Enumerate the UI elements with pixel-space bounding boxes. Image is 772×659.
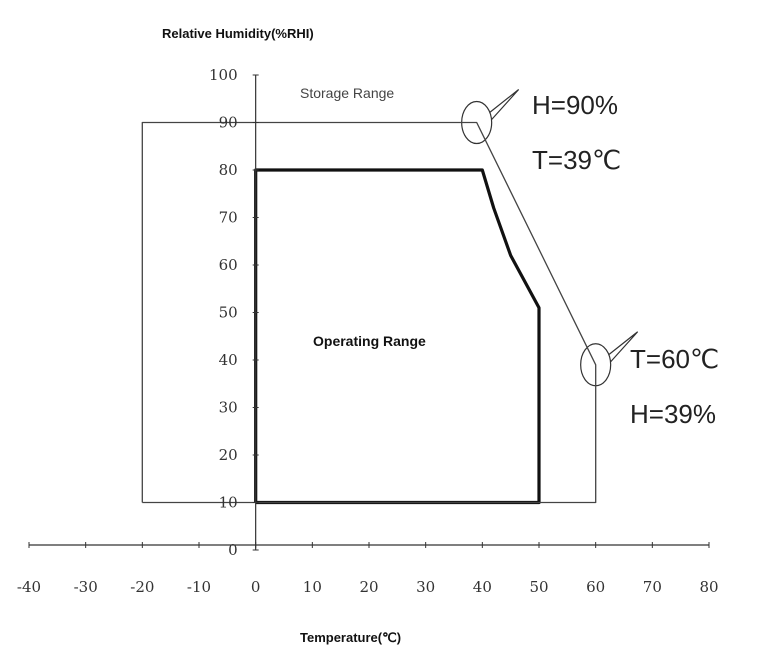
callout-2-line-2: H=39%	[630, 399, 716, 429]
callout-1-line-1: H=90%	[532, 90, 618, 120]
operating-range-outline	[254, 168, 541, 505]
callout-2-line-1: T=60℃	[630, 344, 719, 374]
operating-range-label: Operating Range	[313, 333, 426, 349]
x-tick-label: -20	[130, 578, 154, 596]
x-tick-label: 50	[529, 578, 548, 596]
callout-tail-1	[489, 89, 520, 120]
y-tick-label: 80	[219, 161, 238, 179]
x-tick-label: -10	[187, 578, 211, 596]
y-tick-label: 0	[228, 541, 238, 559]
y-tick-label: 50	[219, 304, 238, 322]
y-tick-label: 70	[219, 209, 238, 227]
callout-tail-2	[608, 331, 639, 363]
storage-range-outline	[141, 121, 597, 504]
x-tick-label: 20	[359, 578, 378, 596]
y-tick-label: 100	[209, 66, 238, 84]
y-tick-label: 10	[219, 494, 238, 512]
y-tick-label: 20	[219, 446, 238, 464]
x-tick-label: 10	[303, 578, 322, 596]
x-tick-label: 80	[699, 578, 718, 596]
y-tick-label: 40	[219, 351, 238, 369]
storage-range-label: Storage Range	[300, 85, 394, 101]
x-tick-label: -30	[74, 578, 98, 596]
y-tick-label: 90	[219, 114, 238, 132]
y-tick-label: 60	[219, 256, 238, 274]
x-tick-label: -40	[17, 578, 41, 596]
callout-1-line-2: T=39℃	[532, 145, 621, 175]
x-tick-label: 40	[473, 578, 492, 596]
x-axis-title: Temperature(℃)	[300, 630, 401, 645]
y-tick-label: 30	[219, 399, 238, 417]
y-axis-title: Relative Humidity(%RHI)	[162, 26, 314, 41]
x-tick-label: 70	[643, 578, 662, 596]
x-tick-label: 0	[251, 578, 261, 596]
x-tick-label: 60	[586, 578, 605, 596]
x-tick-label: 30	[416, 578, 435, 596]
